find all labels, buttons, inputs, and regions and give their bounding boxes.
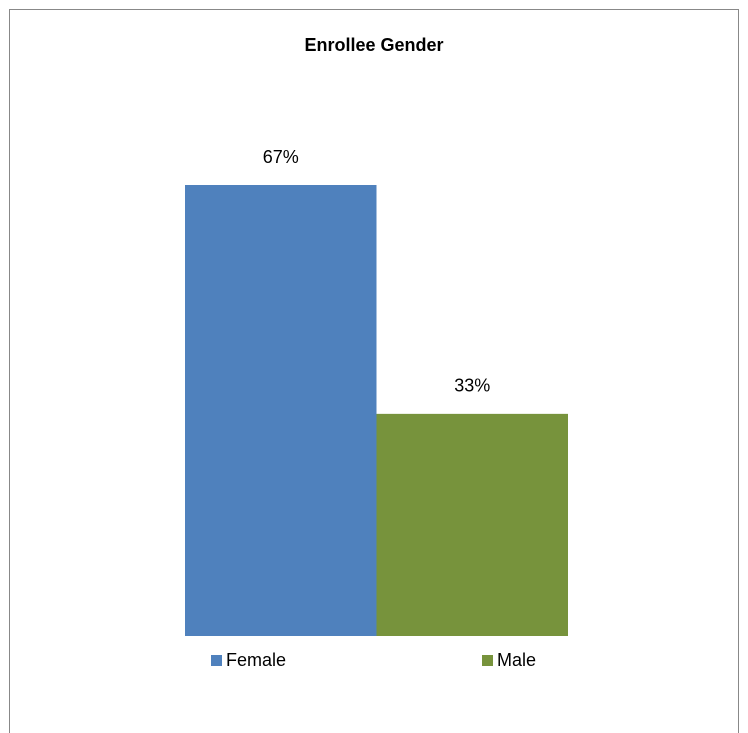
legend-label: Female (226, 650, 286, 670)
legend-swatch (211, 655, 222, 666)
legend-label: Male (497, 650, 536, 670)
bar (185, 185, 377, 636)
bar (376, 413, 568, 636)
data-label: 33% (454, 376, 490, 396)
legend-swatch (482, 655, 493, 666)
data-label: 67% (263, 147, 299, 167)
chart-title: Enrollee Gender (304, 35, 443, 55)
